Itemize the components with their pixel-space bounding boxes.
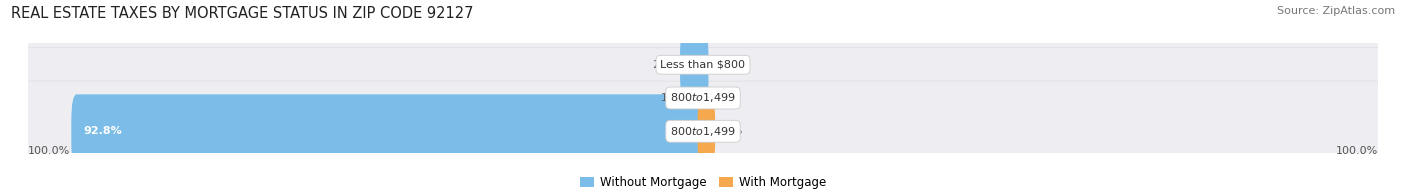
Text: 100.0%: 100.0% — [1336, 146, 1378, 156]
Legend: Without Mortgage, With Mortgage: Without Mortgage, With Mortgage — [581, 176, 825, 189]
FancyBboxPatch shape — [681, 28, 709, 102]
FancyBboxPatch shape — [20, 48, 1386, 148]
Text: Less than $800: Less than $800 — [661, 60, 745, 70]
FancyBboxPatch shape — [72, 94, 709, 168]
Text: 0.0%: 0.0% — [709, 93, 737, 103]
FancyBboxPatch shape — [20, 81, 1386, 181]
Text: 100.0%: 100.0% — [28, 146, 70, 156]
FancyBboxPatch shape — [689, 61, 709, 135]
FancyBboxPatch shape — [20, 15, 1386, 115]
Text: 2.6%: 2.6% — [651, 60, 681, 70]
Text: $800 to $1,499: $800 to $1,499 — [671, 92, 735, 104]
Text: REAL ESTATE TAXES BY MORTGAGE STATUS IN ZIP CODE 92127: REAL ESTATE TAXES BY MORTGAGE STATUS IN … — [11, 6, 474, 21]
Text: 1.0%: 1.0% — [716, 126, 744, 136]
Text: 1.3%: 1.3% — [661, 93, 689, 103]
Text: 0.0%: 0.0% — [709, 60, 737, 70]
Text: 92.8%: 92.8% — [83, 126, 122, 136]
Text: $800 to $1,499: $800 to $1,499 — [671, 125, 735, 138]
Text: Source: ZipAtlas.com: Source: ZipAtlas.com — [1277, 6, 1395, 16]
FancyBboxPatch shape — [697, 94, 716, 168]
